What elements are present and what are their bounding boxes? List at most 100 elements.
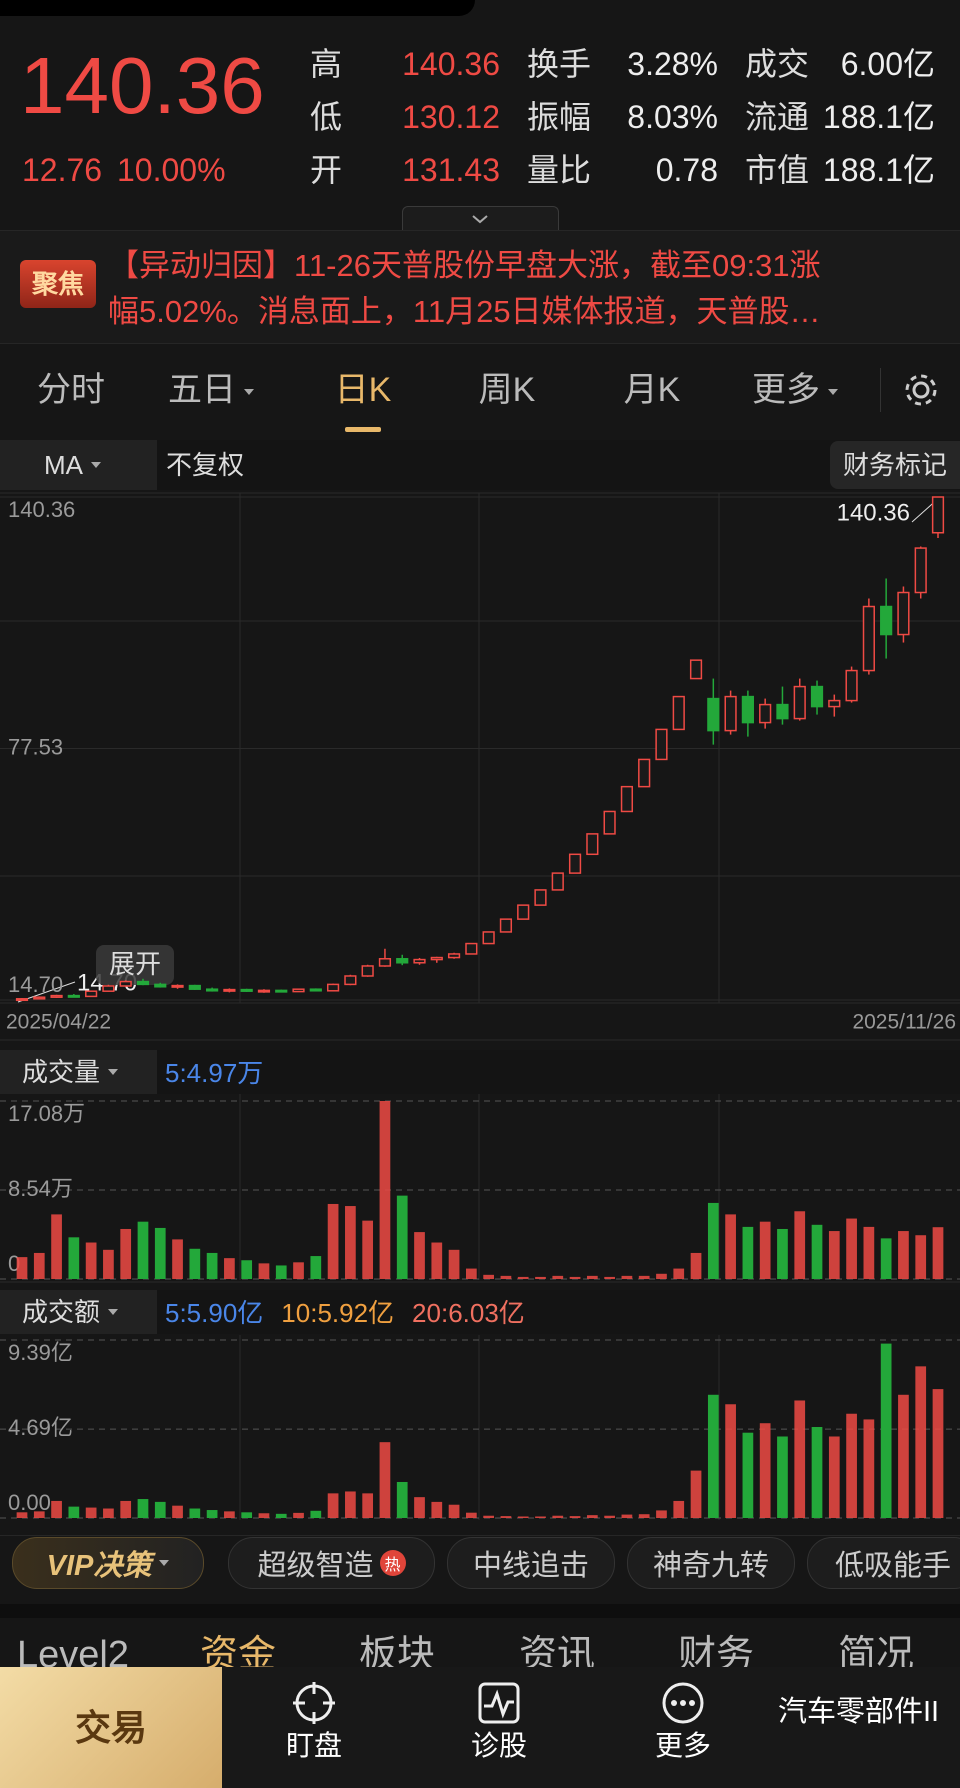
- amount-select[interactable]: 成交额: [0, 1290, 157, 1334]
- expand-label[interactable]: 展开: [109, 949, 161, 979]
- change: 12.76: [22, 152, 103, 188]
- strategy-chip[interactable]: 中线追击: [447, 1537, 615, 1589]
- bar: [414, 1497, 425, 1518]
- news-bar[interactable]: [0, 230, 960, 344]
- nav-item[interactable]: 更多: [654, 1730, 711, 1761]
- candle-body: [430, 956, 443, 961]
- y-tick-label: 9.39亿: [8, 1340, 73, 1365]
- candle-body: [810, 685, 824, 708]
- bar: [777, 1228, 788, 1279]
- amount-title: 成交额: [22, 1297, 101, 1327]
- bar: [863, 1419, 875, 1518]
- bar: [794, 1211, 806, 1279]
- strategy-chip[interactable]: 超级智造热: [228, 1537, 435, 1589]
- candle-body: [707, 697, 720, 732]
- tab[interactable]: 月K: [623, 371, 681, 409]
- bar: [172, 1505, 183, 1518]
- candle-body: [257, 989, 271, 993]
- bar: [915, 1366, 927, 1518]
- bar: [206, 1252, 218, 1279]
- trade-button[interactable]: 交易: [0, 1667, 222, 1788]
- candle-body: [292, 988, 305, 993]
- change-pct: 10.00%: [117, 152, 226, 188]
- candle-body: [396, 958, 409, 964]
- collapse-tab[interactable]: [402, 206, 559, 231]
- candle-body: [309, 988, 322, 992]
- max-pointer: [911, 496, 941, 523]
- bar: [621, 1514, 633, 1518]
- tab[interactable]: 日K: [334, 371, 392, 409]
- news-line: 【异动归因】11-26天普股份早盘大涨，截至09:31涨: [108, 248, 821, 283]
- price: 140.36: [20, 41, 265, 130]
- stat-label: 振幅: [527, 99, 592, 135]
- candle-body: [880, 605, 893, 636]
- bar: [656, 1510, 667, 1518]
- bar: [327, 1493, 339, 1518]
- sector[interactable]: 汽车零部件II: [778, 1696, 940, 1728]
- bar: [846, 1413, 857, 1518]
- bar: [396, 1481, 408, 1518]
- nav-item[interactable]: 盯盘: [285, 1730, 342, 1761]
- candle-body: [33, 996, 46, 1000]
- finance-mark[interactable]: 财务标记: [830, 441, 960, 489]
- bar: [586, 1275, 598, 1279]
- vip-chip[interactable]: VIP决策: [12, 1537, 204, 1589]
- stat-label: 低: [310, 99, 343, 135]
- nav-item[interactable]: 诊股: [470, 1730, 527, 1761]
- bar: [690, 1470, 702, 1518]
- stat-value: 6.00亿: [840, 46, 935, 82]
- candle-body: [568, 853, 582, 874]
- candle-body: [931, 496, 945, 534]
- ma-bar: [0, 440, 960, 490]
- bar: [898, 1231, 909, 1279]
- chip-label: 超级智造: [257, 1550, 374, 1582]
- expand-button[interactable]: [96, 945, 174, 985]
- stat-value: 0.78: [655, 152, 718, 188]
- tab[interactable]: 周K: [478, 371, 536, 409]
- candle-body: [724, 695, 737, 732]
- bar: [137, 1499, 149, 1518]
- tab[interactable]: 分时: [37, 371, 105, 409]
- bar: [500, 1275, 512, 1279]
- tab[interactable]: 更多: [735, 373, 855, 407]
- y-tick-label: 14.70: [8, 972, 63, 997]
- settings-icon[interactable]: [901, 370, 941, 410]
- max-marker: 140.36: [837, 499, 910, 526]
- volume-select[interactable]: 成交量: [0, 1050, 157, 1094]
- bar: [759, 1423, 771, 1518]
- strategy-chip[interactable]: 低吸能手: [807, 1537, 960, 1589]
- bar: [33, 1511, 45, 1518]
- bar: [120, 1500, 132, 1518]
- candle-body: [620, 785, 634, 813]
- bar: [206, 1510, 218, 1518]
- candle-body: [465, 942, 478, 955]
- bar: [379, 1101, 391, 1279]
- bar: [293, 1262, 304, 1279]
- indicator-select[interactable]: MA: [0, 440, 157, 490]
- bar: [777, 1436, 788, 1518]
- candle-body: [499, 918, 513, 933]
- separator: [0, 1535, 960, 1536]
- candle-body: [793, 685, 806, 720]
- bar: [483, 1274, 494, 1279]
- band: [0, 1604, 960, 1618]
- amount-legend: 5:5.90亿 10:5.92亿 20:6.03亿: [165, 1300, 543, 1326]
- strategy-chip[interactable]: 神奇九转: [627, 1537, 795, 1589]
- stat-label: 流通: [745, 99, 810, 135]
- watch-icon: [293, 1682, 335, 1724]
- bar: [16, 1512, 28, 1518]
- amount-header: [0, 1290, 960, 1334]
- bar: [310, 1510, 322, 1518]
- candle-body: [672, 695, 685, 731]
- bar: [414, 1232, 425, 1279]
- bar: [638, 1275, 650, 1279]
- adjust[interactable]: 不复权: [166, 450, 245, 480]
- chip-label: 中线追击: [472, 1550, 589, 1582]
- candle-body: [171, 984, 184, 988]
- stat-value: 131.43: [402, 152, 500, 188]
- bar: [517, 1516, 529, 1518]
- bar: [189, 1248, 201, 1279]
- tab[interactable]: 五日: [151, 373, 271, 407]
- stat-value: 188.1亿: [822, 152, 935, 188]
- bar: [224, 1511, 235, 1518]
